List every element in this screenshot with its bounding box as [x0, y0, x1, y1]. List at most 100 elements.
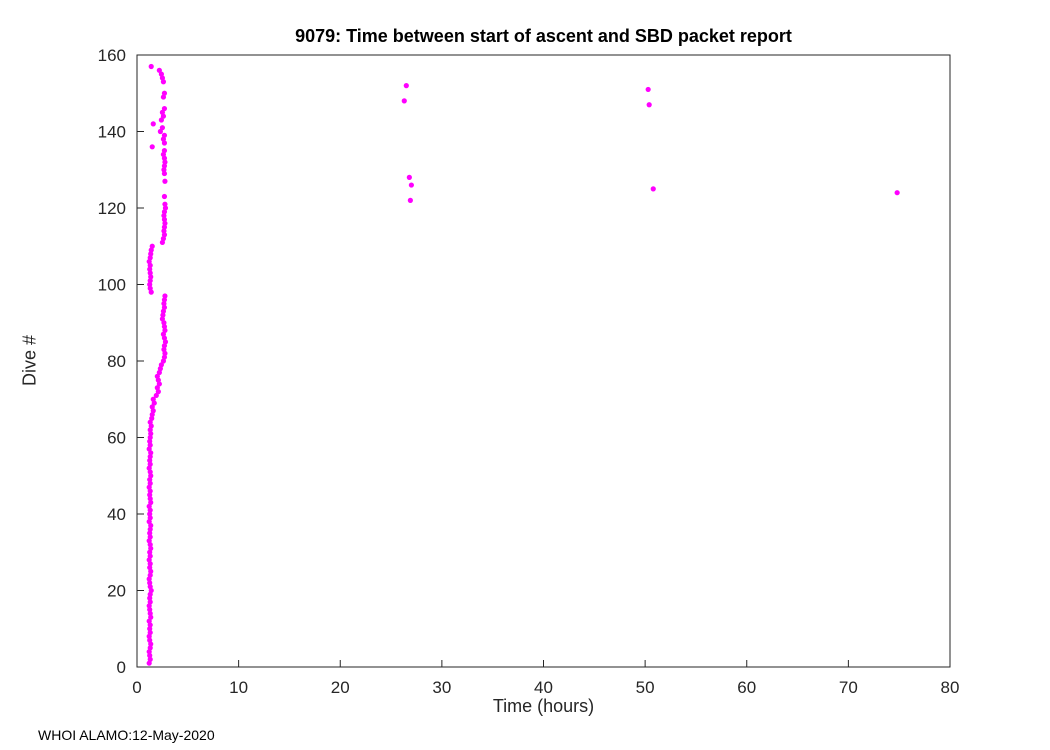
data-point — [646, 102, 652, 108]
data-point — [150, 121, 156, 127]
data-point — [148, 545, 154, 552]
data-point — [148, 614, 154, 620]
x-tick-label: 80 — [941, 678, 960, 697]
data-point — [158, 71, 164, 77]
y-axis-label: Dive # — [19, 334, 40, 387]
data-point — [161, 224, 168, 230]
data-point — [154, 385, 160, 391]
data-point — [147, 610, 153, 617]
y-tick-label: 0 — [117, 658, 126, 677]
data-point — [147, 553, 153, 559]
data-point — [401, 98, 407, 104]
x-tick-label: 60 — [737, 678, 756, 697]
data-point — [147, 255, 153, 261]
data-point — [150, 396, 156, 402]
data-point — [162, 293, 168, 299]
data-point — [147, 599, 153, 605]
data-point — [149, 404, 155, 410]
data-point — [161, 232, 168, 238]
x-tick-label: 10 — [229, 678, 248, 697]
data-point — [162, 327, 168, 333]
data-point — [161, 148, 168, 154]
y-tick-label: 80 — [107, 352, 126, 371]
y-tick-label: 120 — [98, 199, 126, 218]
data-point — [147, 584, 153, 590]
data-point — [645, 86, 651, 93]
data-point — [161, 354, 168, 360]
data-point — [161, 193, 168, 200]
data-point — [147, 637, 153, 643]
data-point — [147, 434, 153, 441]
x-tick-label: 70 — [839, 678, 858, 697]
data-point — [148, 431, 154, 437]
y-tick-label: 160 — [98, 46, 126, 65]
data-point — [157, 128, 163, 135]
data-point — [147, 564, 153, 571]
data-point — [147, 595, 153, 601]
data-point — [161, 132, 168, 138]
x-tick-label: 40 — [534, 678, 553, 697]
data-point — [161, 323, 168, 330]
data-point — [894, 190, 900, 196]
data-point — [149, 144, 155, 150]
axes-box — [136, 54, 951, 668]
data-point — [147, 266, 153, 272]
data-point — [148, 274, 154, 280]
data-point — [148, 473, 154, 479]
y-tick-label: 40 — [107, 505, 126, 524]
data-point — [148, 251, 154, 257]
data-point — [161, 346, 167, 353]
y-tick-label: 100 — [98, 276, 126, 295]
data-point — [147, 580, 153, 586]
chart-title: 9079: Time between start of ascent and S… — [295, 26, 792, 46]
data-point — [156, 67, 162, 73]
data-point — [147, 438, 153, 444]
data-point — [147, 629, 153, 636]
data-point — [147, 281, 153, 288]
y-tick-label: 140 — [98, 123, 126, 142]
data-point — [160, 312, 166, 318]
y-tick-label: 20 — [107, 582, 126, 601]
data-point — [147, 457, 153, 464]
data-point — [149, 243, 155, 249]
data-point — [147, 511, 153, 517]
y-tick-label: 60 — [107, 429, 126, 448]
data-point — [147, 278, 153, 284]
data-point — [161, 228, 167, 234]
data-point — [147, 652, 153, 659]
data-point — [161, 167, 167, 173]
data-point — [161, 216, 168, 223]
data-point — [147, 607, 153, 613]
data-point — [159, 109, 166, 115]
data-point — [153, 392, 159, 399]
data-point — [159, 316, 166, 322]
data-point — [161, 301, 167, 307]
data-point — [161, 213, 167, 219]
data-point — [159, 125, 166, 131]
data-point — [147, 656, 153, 662]
data-point — [147, 454, 153, 460]
data-point — [161, 163, 168, 169]
x-tick-label: 30 — [432, 678, 451, 697]
data-point — [147, 492, 153, 498]
data-point — [407, 197, 413, 203]
data-point — [408, 182, 414, 188]
data-point — [147, 645, 153, 651]
x-tick-label: 0 — [132, 678, 141, 697]
data-point — [403, 83, 409, 89]
data-point — [161, 170, 168, 177]
x-tick-label: 20 — [331, 678, 350, 697]
data-point — [147, 285, 153, 291]
data-point — [161, 297, 168, 303]
data-point — [148, 63, 154, 70]
data-point — [147, 496, 153, 502]
data-point — [147, 461, 153, 467]
data-point — [161, 304, 168, 311]
data-point — [162, 201, 168, 207]
data-point — [147, 442, 153, 448]
data-point — [147, 534, 153, 540]
footer-annotation: WHOI ALAMO:12-May-2020 — [38, 727, 215, 743]
data-point — [161, 105, 168, 112]
data-point — [149, 415, 155, 421]
data-point — [158, 117, 164, 123]
